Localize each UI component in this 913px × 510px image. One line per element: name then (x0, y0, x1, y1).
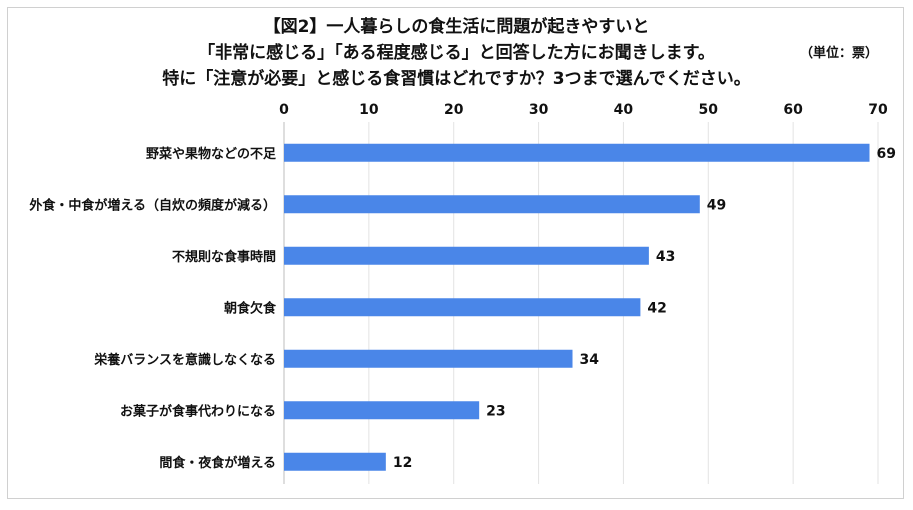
category-label: 栄養バランスを意識しなくなる (93, 352, 276, 368)
chart-title-line-1: 【図2】一人暮らしの食生活に問題が起きやすいと (263, 17, 650, 37)
bar (284, 298, 641, 317)
bar (284, 143, 870, 162)
category-label: 不規則な食事時間 (172, 249, 276, 265)
x-tick-label: 10 (359, 102, 379, 118)
bar (284, 195, 700, 214)
x-tick-label: 20 (444, 102, 464, 118)
data-label: 34 (580, 352, 600, 368)
bar (284, 401, 480, 420)
x-tick-label: 30 (529, 102, 549, 118)
data-label: 23 (486, 403, 505, 419)
category-label: 外食・中食が増える（自炊の頻度が減る） (28, 197, 276, 213)
category-label: 朝食欠食 (224, 300, 277, 316)
data-label: 69 (877, 146, 896, 162)
category-label: お菓子が食事代わりになる (120, 403, 276, 419)
category-label: 野菜や果物などの不足 (146, 146, 277, 162)
bar (284, 452, 386, 471)
data-label: 43 (656, 249, 675, 265)
unit-label: （単位：票） (800, 46, 879, 61)
x-tick-label: 0 (279, 102, 289, 118)
data-label: 12 (393, 455, 412, 471)
x-tick-label: 50 (699, 102, 719, 118)
data-label: 49 (707, 197, 726, 213)
chart-title-line-3: 特に「注意が必要」と感じる食習慣はどれですか？3つまで選んでください。 (162, 69, 751, 89)
bar (284, 246, 649, 265)
category-label: 間食・夜食が増える (159, 455, 276, 471)
x-tick-label: 40 (614, 102, 634, 118)
x-tick-label: 60 (783, 102, 803, 118)
chart-title-line-2: 「非常に感じる」「ある程度感じる」と回答した方にお聞きします。 (198, 43, 715, 63)
bar (284, 349, 573, 368)
data-label: 42 (647, 300, 666, 316)
x-tick-label: 70 (868, 102, 888, 118)
